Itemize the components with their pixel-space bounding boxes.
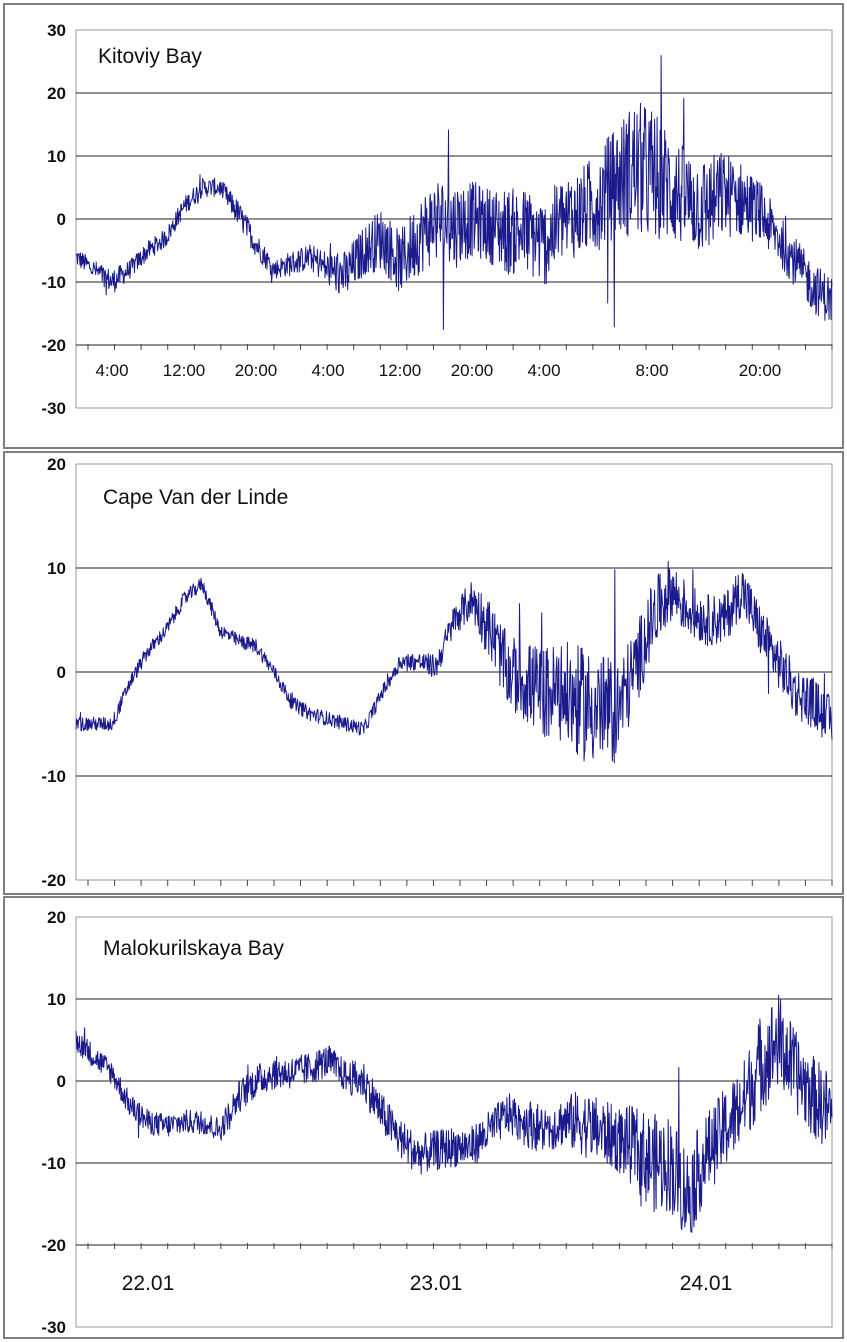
y-tick-label: -10 xyxy=(41,273,66,292)
y-tick-label: 10 xyxy=(47,147,66,166)
data-series xyxy=(75,55,833,330)
x-axis-labels: 4:00 12:00 20:00 4:00 12:00 20:00 4:00 8:00 20:0… xyxy=(95,361,781,380)
chart-panel-cape-van-der-linde: 20 10 0 -10 -20 Cape Van der Linde xyxy=(3,451,844,895)
series-line xyxy=(75,560,833,764)
x-tick-label: 22.01 xyxy=(122,1272,175,1295)
y-tick-label: -10 xyxy=(41,1154,66,1173)
series-line xyxy=(75,55,833,330)
y-tick-label: -20 xyxy=(41,336,66,355)
y-tick-label: -20 xyxy=(41,871,66,890)
y-tick-label: 10 xyxy=(47,990,66,1009)
chart-panel-kitoviy-bay: 30 20 10 0 -10 -20 -30 4:00 12:00 20:00 4:00 12:00… xyxy=(3,3,844,449)
x-axis-ticks xyxy=(87,1243,833,1249)
x-tick-label: 20:00 xyxy=(235,361,278,380)
y-tick-label: 0 xyxy=(57,1072,66,1091)
x-tick-label: 8:00 xyxy=(635,361,668,380)
x-tick-label: 12:00 xyxy=(379,361,422,380)
y-axis-labels: 20 10 0 -10 -20 xyxy=(41,455,66,890)
x-tick-label: 20:00 xyxy=(451,361,494,380)
y-axis-labels: 20 10 0 -10 -20 -30 xyxy=(41,908,66,1337)
y-axis-labels: 30 20 10 0 -10 -20 -30 xyxy=(41,21,66,418)
x-axis-ticks xyxy=(87,344,833,350)
x-axis-ticks xyxy=(87,880,833,886)
y-tick-label: -10 xyxy=(41,767,66,786)
x-tick-label: 4:00 xyxy=(95,361,128,380)
y-tick-label: 20 xyxy=(47,84,66,103)
y-gridlines xyxy=(76,998,832,1246)
y-tick-label: 0 xyxy=(57,663,66,682)
x-tick-label: 24.01 xyxy=(680,1272,733,1295)
x-tick-label: 20:00 xyxy=(739,361,782,380)
x-axis-labels: 22.01 23.01 24.01 xyxy=(122,1272,733,1295)
y-tick-label: -30 xyxy=(41,399,66,418)
y-tick-label: 20 xyxy=(47,455,66,474)
y-tick-label: -30 xyxy=(41,1318,66,1337)
chart-panel-malokurilskaya-bay: 20 10 0 -10 -20 -30 22.01 23.01 24.01 Malokuril… xyxy=(3,896,844,1339)
y-tick-label: 0 xyxy=(57,210,66,229)
data-series xyxy=(75,994,833,1233)
x-tick-label: 4:00 xyxy=(311,361,344,380)
x-tick-label: 12:00 xyxy=(163,361,206,380)
chart-title: Kitoviy Bay xyxy=(98,45,202,68)
chart-title: Cape Van der Linde xyxy=(103,486,288,509)
series-line xyxy=(75,994,833,1233)
y-tick-label: 30 xyxy=(47,21,66,40)
y-tick-label: 20 xyxy=(47,908,66,927)
x-tick-label: 4:00 xyxy=(527,361,560,380)
data-series xyxy=(75,560,833,764)
chart-title: Malokurilskaya Bay xyxy=(103,937,284,960)
x-tick-label: 23.01 xyxy=(410,1272,463,1295)
y-tick-label: 10 xyxy=(47,559,66,578)
y-gridlines xyxy=(76,567,832,777)
y-tick-label: -20 xyxy=(41,1236,66,1255)
